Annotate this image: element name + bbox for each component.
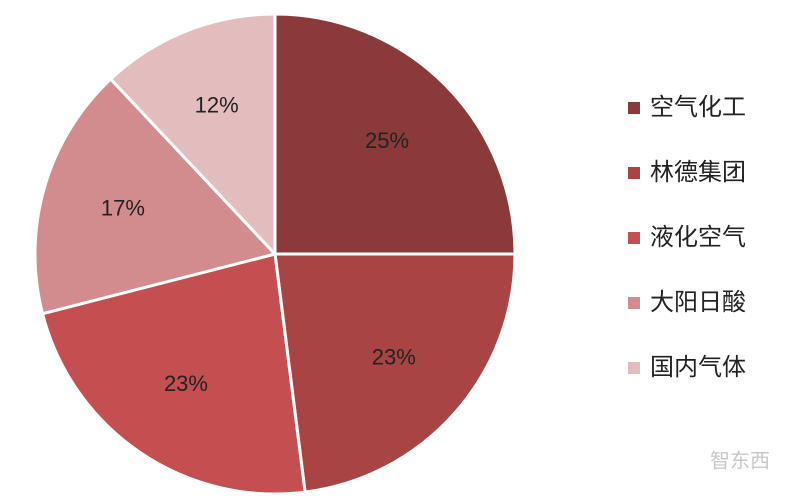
legend-swatch xyxy=(628,232,640,244)
pie-slice xyxy=(33,76,278,316)
legend-swatch xyxy=(628,362,640,374)
pie-slice xyxy=(273,252,517,494)
legend-label: 空气化工 xyxy=(650,93,746,121)
slice-label: 23% xyxy=(164,371,208,396)
slice-label: 12% xyxy=(195,93,239,118)
pie-slice xyxy=(108,12,277,258)
slice-label: 17% xyxy=(101,196,145,221)
legend-swatch xyxy=(628,102,640,114)
legend-label: 液化空气 xyxy=(650,223,746,251)
watermark: 智东西 xyxy=(710,449,770,473)
legend-label: 大阳日酸 xyxy=(650,288,746,316)
slice-label: 25% xyxy=(365,128,409,153)
pie-slice xyxy=(40,252,307,496)
legend-swatch xyxy=(628,167,640,179)
legend-label: 国内气体 xyxy=(650,353,746,381)
slice-label: 23% xyxy=(372,345,416,370)
pie-slice xyxy=(273,12,517,256)
legend-label: 林德集团 xyxy=(650,158,746,186)
legend-swatch xyxy=(628,297,640,309)
